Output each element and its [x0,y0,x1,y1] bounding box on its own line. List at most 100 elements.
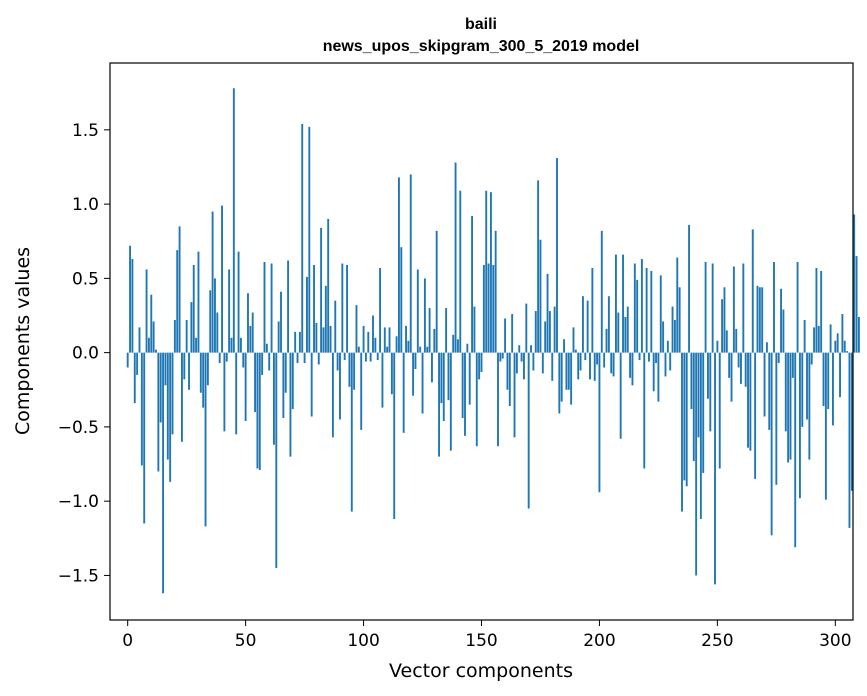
bar-240 [692,352,695,462]
bar-272 [768,352,771,430]
bar-249 [714,352,716,585]
bar-214 [631,352,634,386]
bar-227 [662,321,665,353]
bar-53 [251,312,254,353]
bar-50 [244,352,247,421]
bar-43 [228,269,231,353]
bar-92 [343,352,346,361]
y-tick-label: 1.0 [72,195,99,215]
bar-294 [820,270,823,353]
bar-278 [782,309,785,353]
bar-96 [353,352,356,390]
bar-18 [169,352,172,482]
bar-181 [553,306,556,353]
bar-280 [787,352,790,463]
bar-244 [702,352,705,473]
bar-80 [315,322,318,353]
chart-subtitle: news_upos_skipgram_300_5_2019 model [323,38,640,55]
bar-219 [643,352,646,469]
bar-288 [806,352,808,420]
bar-286 [801,352,804,427]
bar-26 [188,352,190,390]
bar-196 [589,352,591,380]
bar-268 [758,287,761,353]
bar-210 [622,254,624,353]
bar-136 [447,352,450,401]
bar-65 [280,291,282,353]
bar-40 [221,205,223,353]
bar-91 [341,263,344,353]
bar-200 [598,352,601,493]
bar-258 [735,328,738,353]
bar-83 [322,327,325,353]
bar-308 [853,214,856,353]
bar-255 [728,352,731,378]
y-axis-label: Components values [12,247,34,435]
bar-186 [565,352,568,390]
bar-102 [367,331,370,353]
bar-158 [499,352,502,362]
bar-122 [414,352,417,369]
bar-197 [591,267,594,353]
bar-231 [671,306,674,353]
bar-188 [570,352,573,405]
bar-291 [813,327,816,353]
bar-37 [214,278,216,353]
bar-2 [131,259,134,353]
bar-216 [636,279,639,353]
bar-146 [471,215,474,353]
bar-10 [150,294,153,353]
bar-229 [666,340,669,353]
bar-184 [560,352,563,402]
bar-87 [331,352,334,438]
bar-290 [810,352,813,365]
x-tick-label: 0 [122,631,133,651]
bar-195 [586,300,589,353]
bar-34 [206,352,209,386]
bar-41 [223,352,226,432]
x-tick-label: 50 [235,631,257,651]
bar-88 [334,300,337,353]
bar-173 [534,311,537,353]
x-axis-ticks: 0 50 100 150 200 250 300 [122,620,852,651]
bar-111 [388,327,391,353]
bar-113 [393,352,396,519]
bar-132 [438,352,440,457]
bar-59 [265,343,268,353]
bar-68 [287,260,290,353]
bar-275 [775,352,778,485]
bar-106 [376,352,379,361]
bar-273 [770,352,773,536]
bar-15 [162,352,165,594]
bar-94 [348,352,351,387]
x-tick-label: 300 [819,631,851,651]
y-tick-label: 1.5 [72,121,99,141]
bar-147 [473,306,476,353]
bar-3 [133,352,136,404]
bar-110 [386,346,389,353]
bar-114 [395,336,398,353]
bar-62 [272,352,275,445]
bar-297 [827,352,830,410]
bar-206 [612,352,615,377]
bar-304 [843,340,846,353]
bar-270 [763,352,766,417]
bar-27 [190,302,193,353]
bar-95 [350,352,353,512]
bar-190 [574,349,577,353]
bar-90 [339,352,341,420]
bar-145 [468,352,471,405]
bar-47 [237,251,240,353]
bar-194 [584,352,587,361]
bar-175 [539,239,542,353]
bar-11 [152,321,155,353]
bar-162 [508,352,511,407]
bar-310 [857,316,860,353]
bar-263 [747,352,749,448]
bar-261 [742,263,745,353]
bar-58 [263,262,266,353]
bar-267 [756,285,759,353]
bar-149 [478,352,481,380]
bar-38 [216,312,219,353]
bar-72 [296,352,299,364]
